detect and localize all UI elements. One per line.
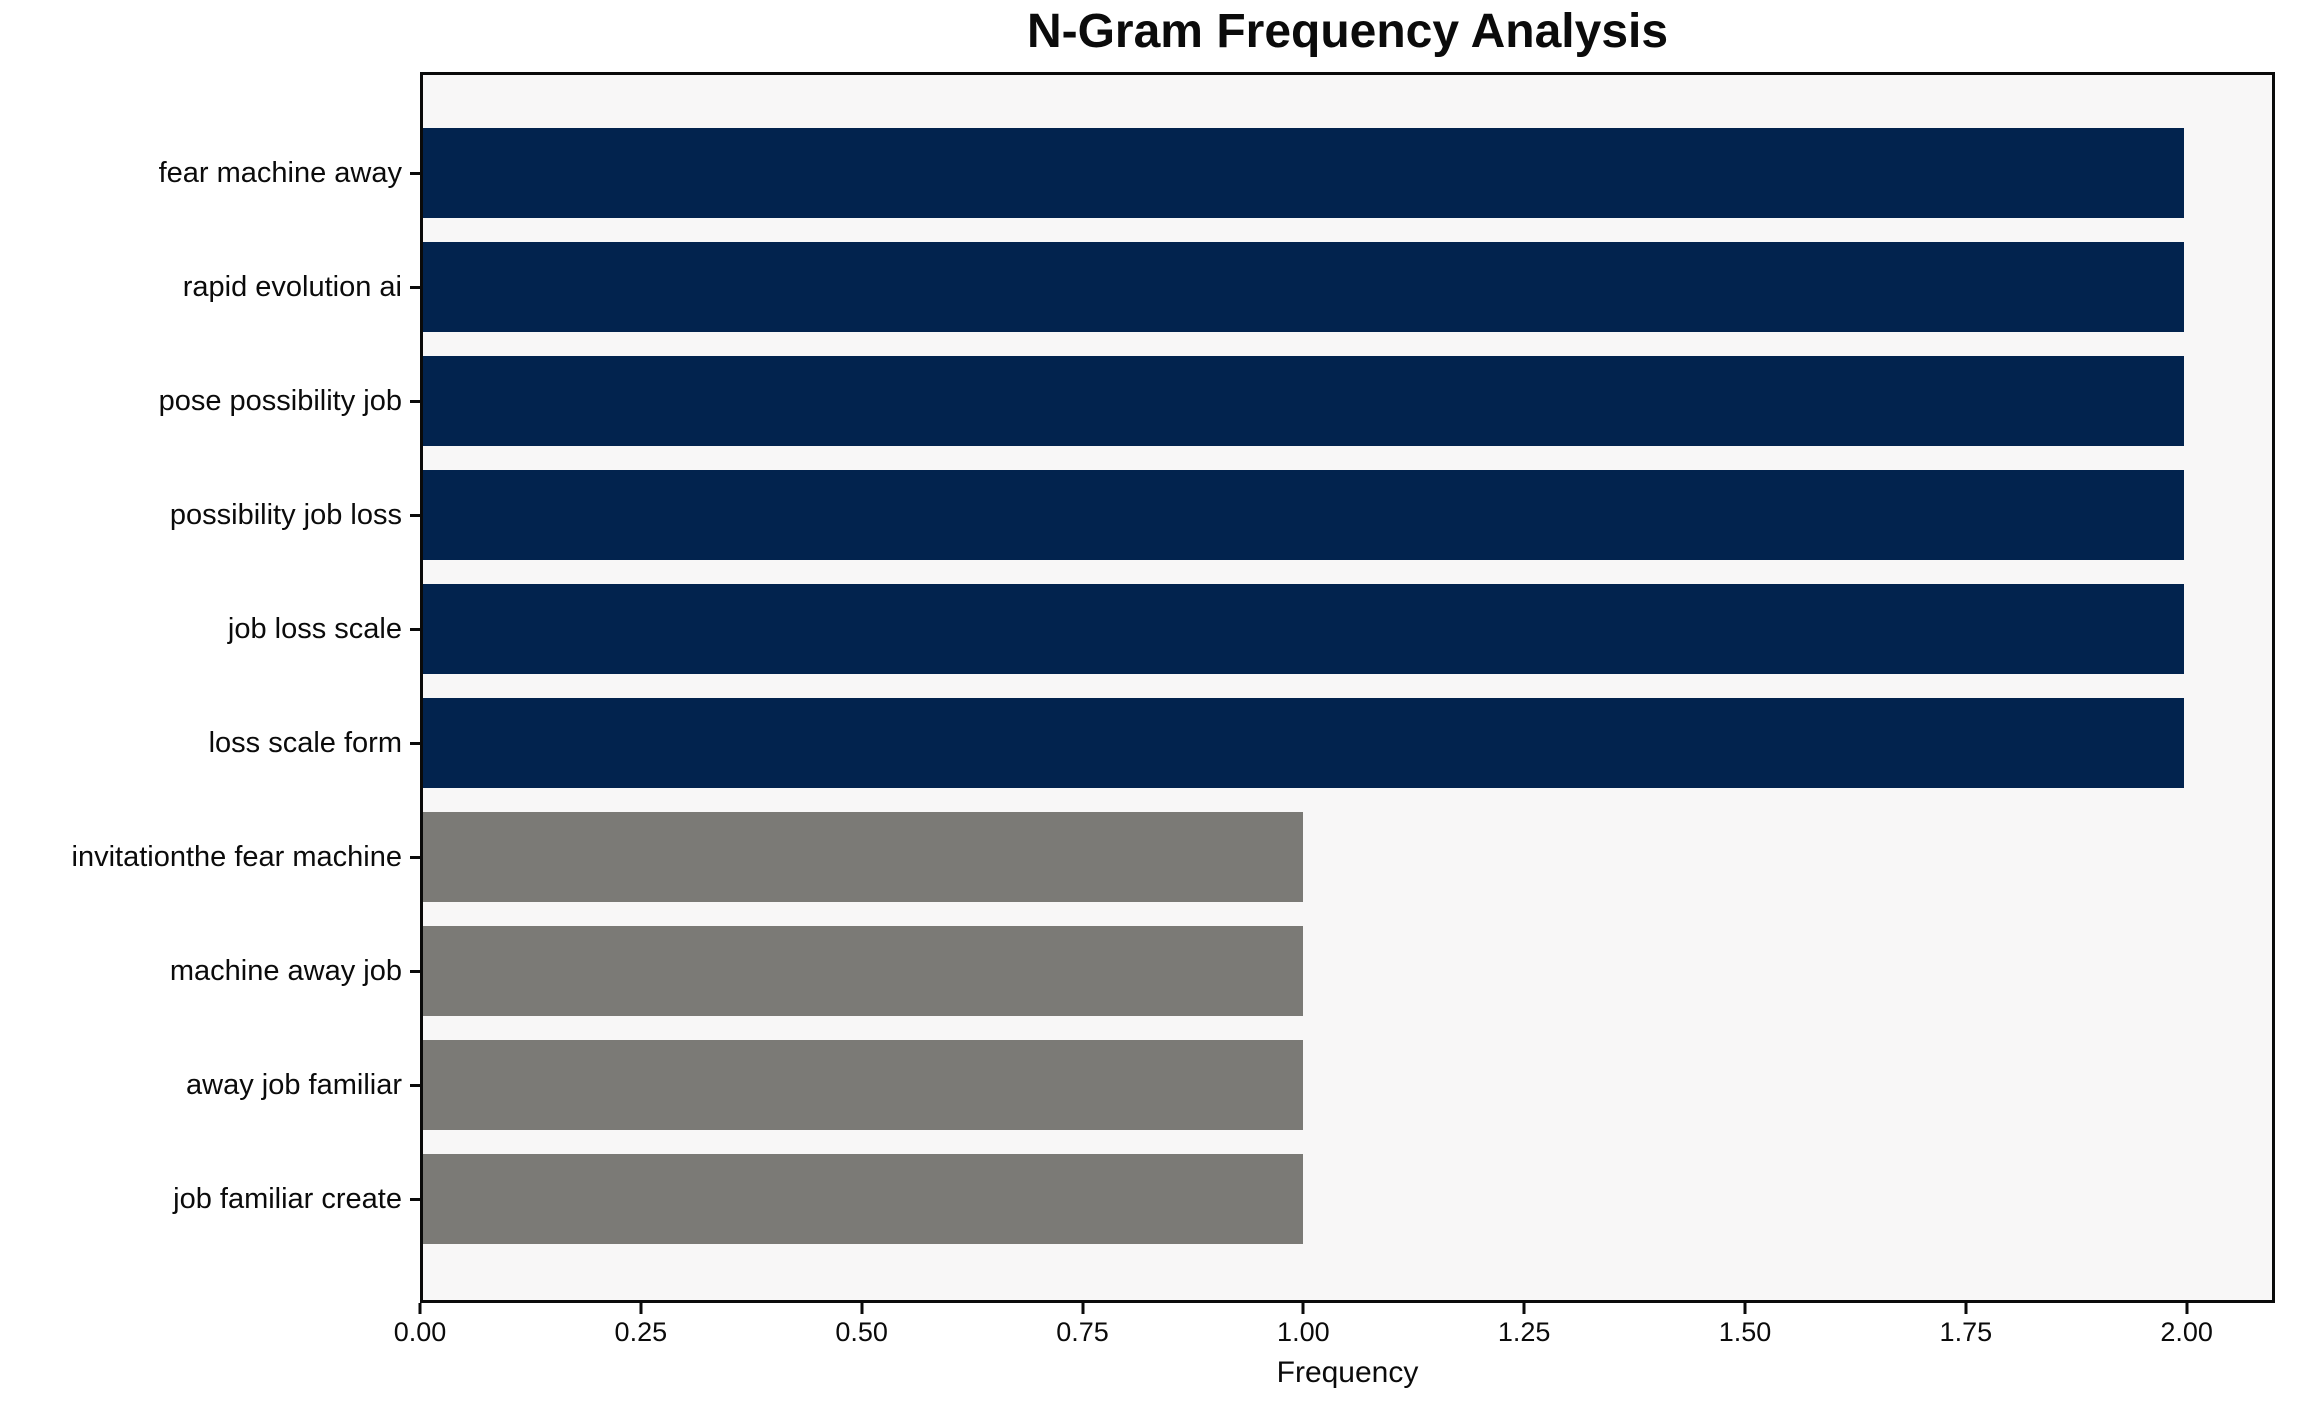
x-tick-label: 2.00 xyxy=(2160,1317,2213,1347)
x-tick-label: 0.75 xyxy=(1056,1317,1109,1347)
y-tick-label: machine away job xyxy=(169,954,402,987)
x-tick-label: 0.50 xyxy=(835,1317,888,1347)
bar xyxy=(423,128,2184,218)
x-tick-mark xyxy=(860,1303,864,1314)
bar xyxy=(423,1040,1304,1130)
y-tick-label: loss scale form xyxy=(208,726,402,759)
y-tick-row: rapid evolution ai xyxy=(0,242,420,332)
y-axis: fear machine away rapid evolution ai pose … xyxy=(0,75,420,1300)
bar xyxy=(423,470,2184,560)
x-tick-mark xyxy=(1522,1303,1526,1314)
y-tick-mark xyxy=(410,285,420,289)
y-tick-label: pose possibility job xyxy=(158,384,402,417)
x-tick-label: 0.25 xyxy=(614,1317,668,1347)
chart-title: N-Gram Frequency Analysis xyxy=(1026,5,1669,58)
y-tick-label: fear machine away xyxy=(158,156,402,189)
y-tick-row: invitationthe fear machine xyxy=(0,812,420,902)
x-axis: 0.00 0.25 0.50 0.75 1.00 1.25 1.50 1.75 2.00 xyxy=(394,1303,2275,1363)
x-tick-label: 1.75 xyxy=(1939,1317,1993,1347)
x-tick-mark xyxy=(1301,1303,1305,1314)
bar xyxy=(423,242,2184,332)
y-tick-mark xyxy=(410,1197,420,1201)
bar xyxy=(423,584,2184,674)
x-tick-mark xyxy=(1081,1303,1084,1314)
y-tick-mark xyxy=(410,513,420,517)
x-tick-label: 1.25 xyxy=(1497,1317,1551,1347)
y-tick-label: possibility job loss xyxy=(169,498,402,531)
y-tick-row: possibility job loss xyxy=(0,470,420,560)
y-tick-mark xyxy=(410,1083,420,1087)
y-tick-row: job familiar create xyxy=(0,1154,420,1244)
x-tick-mark xyxy=(639,1303,643,1314)
x-tick-label: 1.00 xyxy=(1277,1317,1330,1347)
y-tick-mark xyxy=(410,969,420,973)
bar xyxy=(423,356,2184,446)
y-tick-row: pose possibility job xyxy=(0,356,420,446)
y-tick-row: away job familiar xyxy=(0,1040,420,1130)
x-tick-mark xyxy=(2185,1303,2189,1314)
bar xyxy=(423,812,1304,902)
y-tick-row: job loss scale xyxy=(0,584,420,674)
y-tick-label: job familiar create xyxy=(173,1182,402,1215)
y-tick-mark xyxy=(410,399,420,403)
bar xyxy=(423,1154,1304,1244)
y-tick-mark xyxy=(410,171,420,175)
y-tick-label: job loss scale xyxy=(227,612,402,645)
x-tick-mark xyxy=(1743,1303,1747,1314)
x-tick-label: 0.00 xyxy=(393,1317,447,1347)
x-tick-label: 1.50 xyxy=(1718,1317,1772,1347)
x-axis-title: Frequency xyxy=(1276,1356,1419,1389)
y-tick-mark xyxy=(410,855,420,859)
x-tick-mark xyxy=(1964,1303,1968,1314)
bar xyxy=(423,926,1304,1016)
y-tick-row: fear machine away xyxy=(0,128,420,218)
y-tick-mark xyxy=(410,627,420,631)
y-tick-label: rapid evolution ai xyxy=(182,270,402,303)
y-tick-row: loss scale form xyxy=(0,698,420,788)
y-tick-label: away job familiar xyxy=(186,1068,402,1101)
bar xyxy=(423,698,2184,788)
plot-area xyxy=(420,72,2275,1303)
y-tick-row: machine away job xyxy=(0,926,420,1016)
x-tick-mark xyxy=(418,1303,422,1314)
y-tick-label: invitationthe fear machine xyxy=(71,840,402,873)
y-tick-mark xyxy=(410,741,420,745)
